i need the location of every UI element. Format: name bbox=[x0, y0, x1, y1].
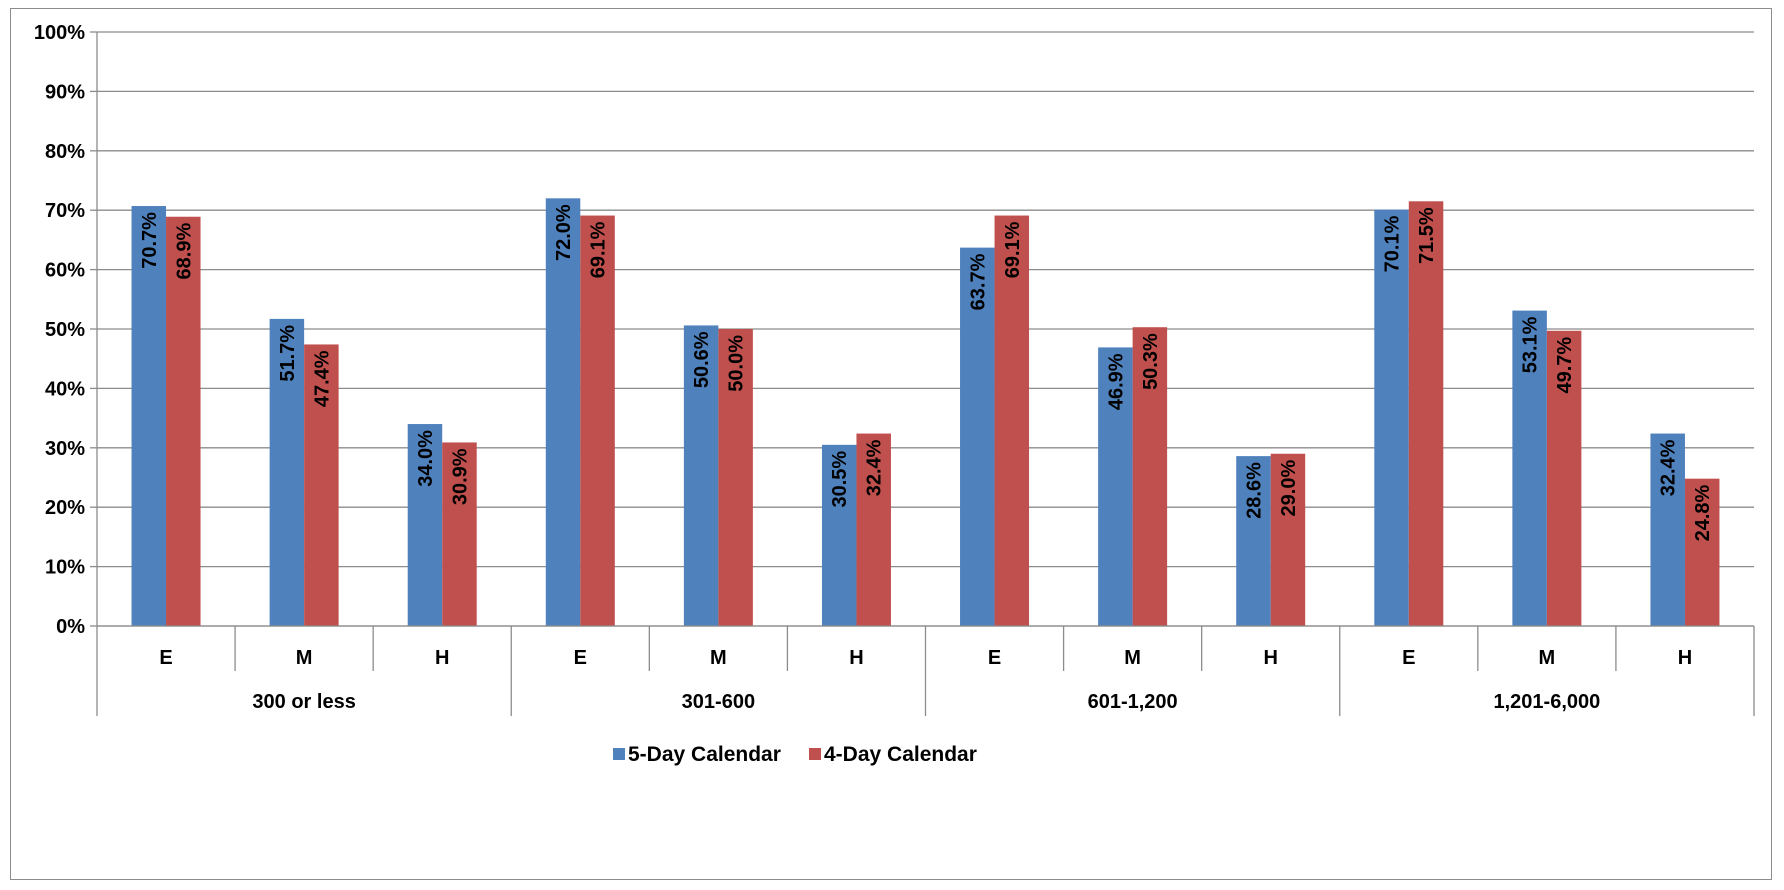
bar bbox=[1270, 453, 1306, 626]
data-label: 50.3% bbox=[1140, 333, 1162, 390]
data-label: 70.1% bbox=[1382, 215, 1404, 272]
y-tick-label: 0% bbox=[56, 616, 85, 638]
bar bbox=[856, 433, 891, 626]
legend-swatch bbox=[613, 748, 625, 760]
data-labels: 70.7% 51.7% 34.0% 72.0% 50.6% 30.5% 63.7% 46.9%… bbox=[139, 204, 1714, 541]
bar bbox=[683, 325, 719, 626]
bar bbox=[1684, 478, 1720, 626]
bar bbox=[1546, 330, 1582, 626]
x-subcategory-label: E bbox=[159, 647, 172, 669]
bar bbox=[545, 198, 581, 626]
y-tick-label: 10% bbox=[45, 557, 85, 579]
bar bbox=[304, 344, 339, 626]
data-label: 68.9% bbox=[173, 223, 195, 280]
data-label: 53.1% bbox=[1520, 316, 1542, 373]
data-label: 69.1% bbox=[1002, 221, 1024, 278]
data-label: 72.0% bbox=[553, 204, 575, 261]
x-subcategory-label: M bbox=[1124, 647, 1141, 669]
x-subcategory-label: H bbox=[435, 647, 449, 669]
data-label: 47.4% bbox=[311, 350, 333, 407]
bar bbox=[131, 206, 167, 627]
x-group-label: 300 or less bbox=[252, 691, 355, 713]
x-group-label: 601-1,200 bbox=[1088, 691, 1178, 713]
bar bbox=[442, 442, 477, 626]
bar bbox=[1650, 433, 1685, 626]
bar bbox=[580, 215, 615, 626]
y-tick-label: 30% bbox=[45, 438, 85, 460]
data-label: 50.0% bbox=[726, 335, 748, 392]
x-group-label: 1,201-6,000 bbox=[1493, 691, 1600, 713]
x-subcategory-label: E bbox=[574, 647, 587, 669]
data-label: 63.7% bbox=[967, 253, 989, 310]
x-group-label: 301-600 bbox=[682, 691, 755, 713]
legend-label: 5-Day Calendar bbox=[628, 743, 781, 766]
data-label: 71.5% bbox=[1416, 207, 1438, 264]
x-subcategory-label: E bbox=[1402, 647, 1415, 669]
bar bbox=[821, 444, 857, 626]
bars bbox=[131, 198, 1720, 627]
x-subcategory-label: M bbox=[1539, 647, 1556, 669]
data-label: 29.0% bbox=[1278, 460, 1300, 517]
y-tick-label: 40% bbox=[45, 378, 85, 400]
gridlines bbox=[90, 31, 1754, 627]
legend: 5-Day Calendar 4-Day Calendar bbox=[613, 743, 977, 766]
bar bbox=[718, 329, 753, 626]
x-subcategory-label: M bbox=[710, 647, 727, 669]
y-tick-label: 60% bbox=[45, 260, 85, 282]
data-label: 51.7% bbox=[277, 325, 299, 382]
bar bbox=[1512, 310, 1547, 626]
bar bbox=[166, 216, 201, 626]
data-label: 32.4% bbox=[1658, 439, 1680, 496]
data-label: 49.7% bbox=[1554, 337, 1576, 394]
bar bbox=[994, 215, 1030, 626]
x-subcategory-label: E bbox=[988, 647, 1001, 669]
bar bbox=[1408, 201, 1444, 627]
bar bbox=[960, 247, 995, 626]
y-tick-label: 90% bbox=[45, 81, 85, 103]
bar bbox=[1132, 327, 1168, 626]
data-label: 70.7% bbox=[139, 212, 161, 269]
data-label: 30.9% bbox=[449, 448, 471, 505]
data-label: 50.6% bbox=[691, 331, 713, 388]
x-subcategory-label: H bbox=[1263, 647, 1277, 669]
x-subcategory-label: H bbox=[849, 647, 863, 669]
data-label: 24.8% bbox=[1692, 484, 1714, 541]
data-label: 28.6% bbox=[1243, 462, 1265, 519]
x-subcategory-label: H bbox=[1678, 647, 1692, 669]
y-tick-label: 80% bbox=[45, 141, 85, 163]
y-tick-label: 100% bbox=[34, 22, 85, 44]
bar bbox=[1374, 209, 1409, 626]
bar bbox=[1236, 456, 1271, 626]
data-label: 32.4% bbox=[864, 439, 886, 496]
legend-label: 4-Day Calendar bbox=[824, 743, 977, 766]
data-label: 30.5% bbox=[829, 451, 851, 508]
bar bbox=[407, 424, 443, 626]
y-tick-label: 70% bbox=[45, 200, 85, 222]
x-subcategory-label: M bbox=[296, 647, 313, 669]
y-tick-label: 20% bbox=[45, 497, 85, 519]
legend-swatch bbox=[809, 748, 821, 760]
bar bbox=[1098, 347, 1133, 626]
data-label: 69.1% bbox=[588, 221, 610, 278]
y-axis-ticks: 0% 10% 20% 30% 40% 50% 60% 70% 80% 90% 100% bbox=[34, 22, 85, 638]
bar bbox=[269, 318, 305, 626]
y-tick-label: 50% bbox=[45, 319, 85, 341]
x-axis: E M H E M H E M H E M H 300 or less 301-600 601-1,200 1… bbox=[96, 625, 1755, 716]
data-label: 34.0% bbox=[415, 430, 437, 487]
data-label: 46.9% bbox=[1105, 353, 1127, 410]
